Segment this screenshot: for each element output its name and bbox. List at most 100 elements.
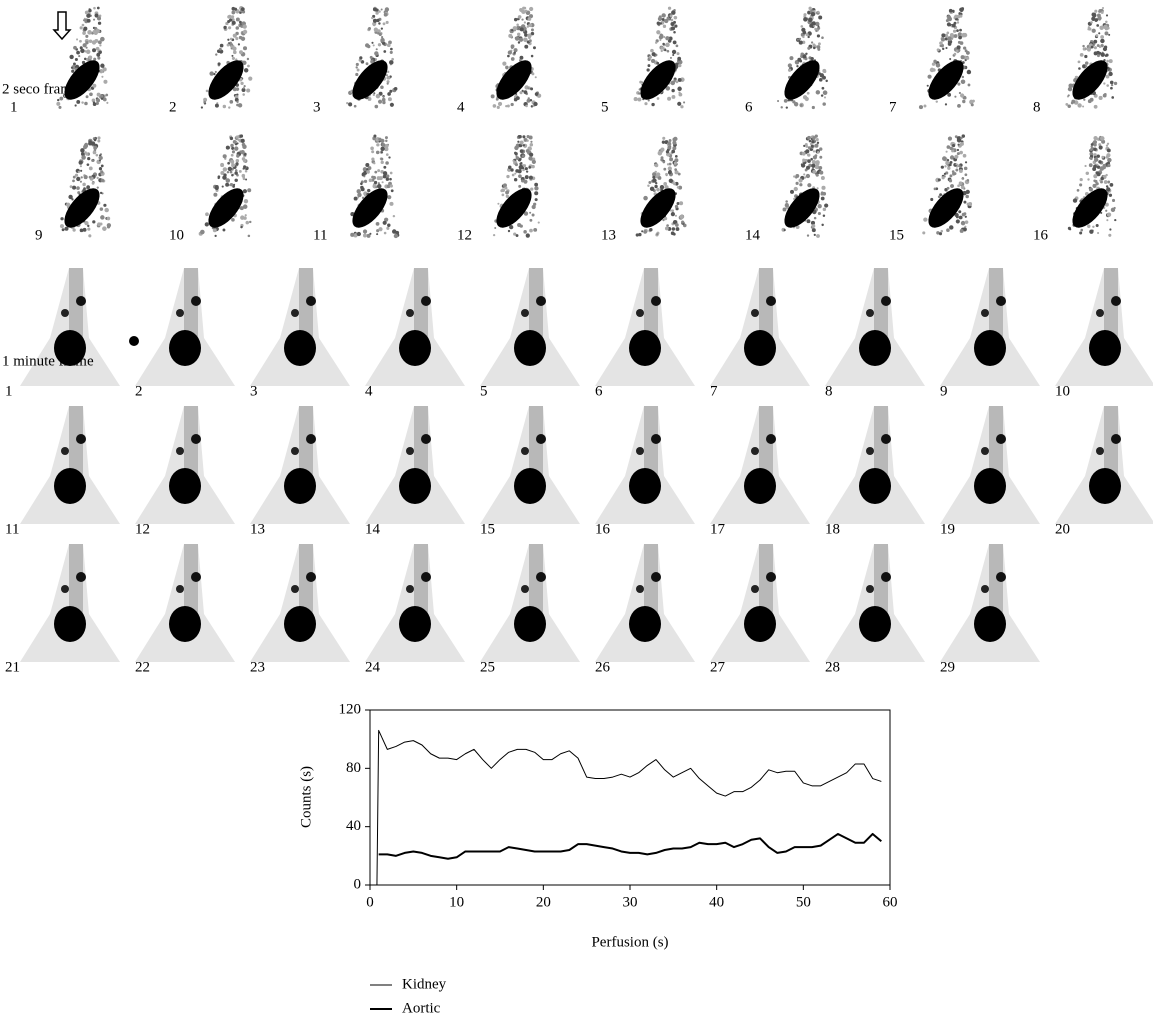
noise bbox=[242, 204, 248, 209]
noise bbox=[517, 140, 520, 143]
noise bbox=[1110, 83, 1114, 87]
noise bbox=[671, 227, 676, 231]
noise bbox=[101, 75, 104, 78]
noise bbox=[519, 149, 524, 154]
noise bbox=[497, 202, 500, 205]
noise bbox=[526, 139, 529, 142]
noise bbox=[668, 162, 672, 166]
noise bbox=[946, 145, 951, 149]
noise bbox=[373, 162, 376, 165]
noise bbox=[516, 23, 519, 26]
noise bbox=[1104, 202, 1109, 207]
noise bbox=[518, 135, 522, 139]
noise bbox=[964, 220, 969, 224]
noise bbox=[243, 68, 249, 73]
noise bbox=[73, 62, 76, 66]
noise bbox=[91, 98, 96, 103]
spot bbox=[536, 296, 546, 306]
noise bbox=[817, 25, 820, 28]
noise bbox=[665, 42, 670, 48]
noise bbox=[1093, 104, 1098, 109]
spot bbox=[981, 585, 989, 593]
noise bbox=[103, 79, 108, 84]
noise bbox=[507, 165, 512, 170]
noise bbox=[783, 228, 786, 232]
noise bbox=[810, 135, 813, 138]
noise bbox=[945, 19, 949, 23]
noise bbox=[672, 140, 677, 145]
noise bbox=[674, 154, 678, 158]
noise bbox=[58, 105, 62, 109]
noise bbox=[104, 207, 109, 213]
noise bbox=[213, 192, 218, 197]
noise bbox=[798, 178, 803, 183]
noise bbox=[651, 52, 656, 57]
noise bbox=[960, 93, 965, 98]
noise bbox=[643, 229, 647, 234]
noise bbox=[674, 168, 678, 172]
noise bbox=[515, 234, 519, 237]
noise bbox=[214, 103, 219, 108]
noise bbox=[79, 165, 82, 168]
noise bbox=[519, 224, 523, 228]
noise bbox=[965, 50, 970, 55]
noise bbox=[659, 22, 663, 25]
noise bbox=[380, 8, 383, 11]
spot bbox=[521, 309, 529, 317]
noise bbox=[383, 12, 388, 17]
noise bbox=[816, 34, 821, 38]
stripe bbox=[874, 268, 888, 343]
noise bbox=[100, 164, 104, 168]
noise bbox=[529, 14, 534, 19]
noise bbox=[1098, 143, 1102, 147]
noise bbox=[521, 89, 524, 93]
noise bbox=[102, 97, 107, 102]
noise bbox=[214, 234, 217, 238]
x-tick-label: 10 bbox=[449, 894, 464, 910]
noise bbox=[1096, 154, 1100, 158]
noise bbox=[203, 97, 208, 102]
noise bbox=[936, 231, 940, 235]
stripe bbox=[874, 544, 888, 619]
noise bbox=[502, 183, 507, 188]
noise bbox=[669, 56, 672, 59]
noise bbox=[376, 18, 380, 23]
noise bbox=[1100, 52, 1105, 57]
noise bbox=[82, 43, 87, 48]
noise bbox=[678, 92, 683, 97]
noise bbox=[1093, 135, 1098, 141]
noise bbox=[501, 193, 505, 197]
noise bbox=[353, 196, 358, 201]
noise bbox=[673, 136, 678, 142]
noise bbox=[99, 191, 103, 195]
spot bbox=[751, 309, 759, 317]
noise bbox=[803, 17, 808, 22]
noise bbox=[369, 232, 372, 235]
noise bbox=[807, 46, 811, 50]
noise bbox=[393, 87, 398, 91]
noise bbox=[511, 173, 515, 177]
noise bbox=[957, 184, 960, 188]
blob bbox=[1089, 330, 1121, 366]
spot bbox=[766, 296, 776, 306]
noise bbox=[1084, 164, 1087, 168]
noise bbox=[524, 9, 528, 13]
noise bbox=[1111, 96, 1115, 99]
noise bbox=[656, 21, 661, 26]
spot bbox=[881, 434, 891, 444]
frame-number: 26 bbox=[595, 659, 611, 675]
noise bbox=[957, 143, 960, 146]
noise bbox=[796, 38, 799, 41]
noise bbox=[100, 36, 105, 42]
spot bbox=[536, 572, 546, 582]
noise bbox=[821, 86, 825, 90]
noise bbox=[92, 48, 97, 53]
frame-number: 18 bbox=[825, 521, 840, 537]
noise bbox=[947, 166, 951, 170]
noise bbox=[815, 162, 820, 167]
noise bbox=[512, 159, 515, 162]
frame-number: 29 bbox=[940, 659, 955, 675]
noise bbox=[673, 182, 676, 186]
noise bbox=[80, 148, 85, 153]
noise bbox=[82, 182, 86, 187]
